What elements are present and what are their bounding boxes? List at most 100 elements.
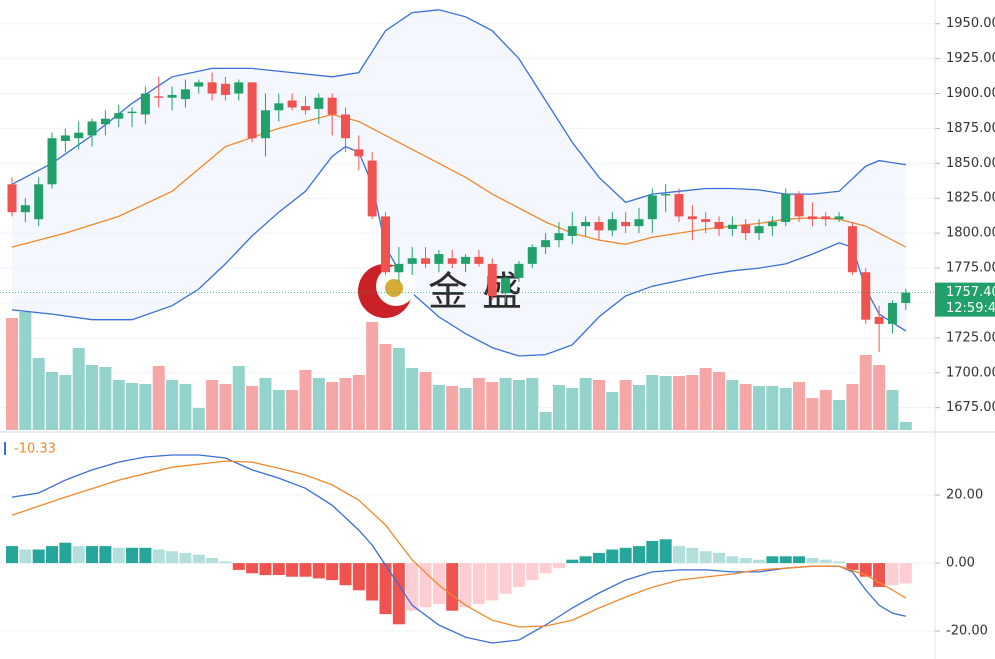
candle-body xyxy=(487,263,497,296)
volume-bar xyxy=(886,390,899,430)
histogram-bar xyxy=(272,563,285,576)
histogram-bar xyxy=(179,552,192,564)
countdown: 12:59:4 xyxy=(946,301,995,316)
volume-bar xyxy=(566,388,579,430)
volume-bar xyxy=(833,400,846,430)
histogram-bar xyxy=(379,563,392,615)
candle-body xyxy=(100,118,110,125)
histogram-bar xyxy=(686,547,699,564)
histogram-bar xyxy=(366,563,379,601)
histogram-bar xyxy=(579,556,592,564)
histogram-bar xyxy=(619,547,632,564)
histogram-bar xyxy=(793,556,806,564)
candle-body xyxy=(407,258,417,264)
last-price-box xyxy=(935,282,995,317)
candle-body xyxy=(847,226,857,273)
histogram-bar xyxy=(259,563,272,576)
histogram-bar xyxy=(126,547,139,564)
volume-bar xyxy=(166,380,179,430)
histogram-bar xyxy=(432,563,445,604)
candle-body xyxy=(794,194,804,217)
histogram-bar xyxy=(286,563,299,577)
volume-bar xyxy=(472,378,485,430)
candle-body xyxy=(127,111,137,114)
candle-body xyxy=(314,97,324,109)
band-fill xyxy=(12,9,906,357)
candle-body xyxy=(154,96,164,98)
histogram-bar xyxy=(739,558,752,564)
histogram-bar xyxy=(392,563,405,625)
volume-bar xyxy=(19,312,32,430)
candle-body xyxy=(687,216,697,220)
volume-bar xyxy=(46,372,59,430)
volume-bar xyxy=(486,382,499,430)
volume-bar xyxy=(579,378,592,430)
candle-body xyxy=(821,216,831,220)
y-tick-label: 1700.00 xyxy=(946,365,995,380)
histogram-bar xyxy=(699,551,712,564)
candle-body xyxy=(621,221,631,227)
histogram-bar xyxy=(819,559,832,564)
y-tick-label: 1725.00 xyxy=(946,330,995,345)
histogram-bar xyxy=(632,546,645,564)
volume-bar xyxy=(179,384,192,430)
candle-body xyxy=(341,114,350,139)
histogram-bar xyxy=(339,563,352,586)
histogram-bar xyxy=(886,563,899,586)
volume-bar xyxy=(272,390,285,430)
volume-bar xyxy=(846,384,859,430)
volume-bar xyxy=(152,366,165,430)
volume-bar xyxy=(766,386,779,430)
candle-body xyxy=(727,224,737,229)
volume-bar xyxy=(526,378,539,430)
volume-bar xyxy=(659,376,672,430)
histogram-bar xyxy=(899,563,912,584)
volume-bar xyxy=(419,372,432,430)
candle-body xyxy=(274,103,284,111)
candle-body xyxy=(461,256,471,264)
candle-body xyxy=(87,121,97,136)
volume-bar xyxy=(72,348,85,430)
volume-bar xyxy=(499,378,512,430)
histogram-bar xyxy=(139,547,152,564)
histogram-bar xyxy=(46,546,59,564)
volume-bar xyxy=(259,378,272,430)
candle-body xyxy=(394,263,404,273)
volume-bar xyxy=(646,375,659,430)
volume-bar xyxy=(432,385,445,430)
candle-body xyxy=(767,221,777,227)
candle-body xyxy=(541,240,551,248)
candle-body xyxy=(567,226,577,236)
histogram-bar xyxy=(873,563,886,587)
candle-body xyxy=(647,195,657,220)
candle-body xyxy=(861,272,871,320)
volume-bar xyxy=(446,386,459,430)
y-tick-label: 1775.00 xyxy=(946,261,995,276)
volume-bar xyxy=(139,384,152,430)
volume-bar xyxy=(819,390,832,430)
volume-bar xyxy=(713,372,726,430)
histogram-bar xyxy=(673,546,685,564)
volume-bar xyxy=(673,376,685,430)
volume-bar xyxy=(619,380,632,430)
y-tick-label: 1900.00 xyxy=(946,86,995,101)
volume-bar xyxy=(366,322,379,430)
y-tick-label: 1950.00 xyxy=(946,16,995,31)
lower-band xyxy=(11,145,907,357)
volume-bar xyxy=(99,367,112,430)
candle-body xyxy=(381,216,391,273)
histogram-bar xyxy=(326,563,339,581)
histogram-bar xyxy=(526,563,539,581)
histogram-bar xyxy=(806,558,819,564)
candle-body xyxy=(20,205,30,213)
volume-bar xyxy=(699,368,712,430)
volume-bar xyxy=(326,382,339,430)
histogram-bar xyxy=(6,546,18,564)
volume-bar xyxy=(859,355,872,430)
dea-line xyxy=(11,460,907,628)
histogram-bar xyxy=(459,563,472,608)
candle-body xyxy=(874,316,884,324)
candle-body xyxy=(474,256,484,264)
